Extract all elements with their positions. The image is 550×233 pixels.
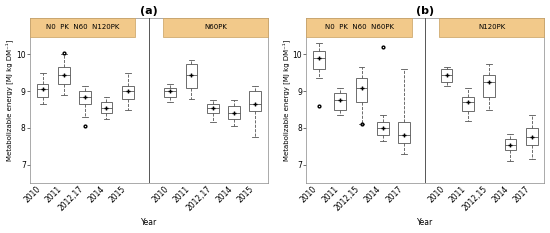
PathPatch shape — [313, 51, 325, 69]
Text: N60PK: N60PK — [204, 24, 227, 30]
PathPatch shape — [37, 84, 48, 97]
PathPatch shape — [250, 91, 261, 111]
PathPatch shape — [377, 123, 389, 135]
PathPatch shape — [164, 88, 176, 97]
PathPatch shape — [79, 91, 91, 104]
PathPatch shape — [186, 64, 197, 88]
PathPatch shape — [462, 97, 474, 111]
Text: N0  PK  N60  N120PK: N0 PK N60 N120PK — [46, 24, 119, 30]
PathPatch shape — [398, 123, 410, 143]
X-axis label: Year: Year — [417, 219, 433, 227]
PathPatch shape — [441, 69, 453, 82]
PathPatch shape — [58, 67, 70, 84]
PathPatch shape — [122, 86, 134, 99]
Bar — [30, 18, 135, 37]
X-axis label: Year: Year — [141, 219, 157, 227]
PathPatch shape — [483, 75, 495, 97]
PathPatch shape — [356, 78, 367, 102]
PathPatch shape — [334, 93, 346, 110]
Bar — [439, 18, 544, 37]
Y-axis label: Metabolizable energy [MJ kg DM⁻¹]: Metabolizable energy [MJ kg DM⁻¹] — [6, 40, 13, 161]
PathPatch shape — [228, 106, 240, 119]
PathPatch shape — [207, 104, 218, 113]
PathPatch shape — [526, 128, 537, 144]
PathPatch shape — [101, 102, 112, 113]
Title: (a): (a) — [140, 6, 158, 16]
Text: N120PK: N120PK — [478, 24, 505, 30]
PathPatch shape — [504, 139, 516, 150]
Bar — [306, 18, 412, 37]
Bar — [163, 18, 268, 37]
Title: (b): (b) — [416, 6, 435, 16]
Text: N0  PK  N60  N60PK: N0 PK N60 N60PK — [324, 24, 393, 30]
Y-axis label: Metabolizable energy [MJ kg DM⁻¹]: Metabolizable energy [MJ kg DM⁻¹] — [282, 40, 290, 161]
